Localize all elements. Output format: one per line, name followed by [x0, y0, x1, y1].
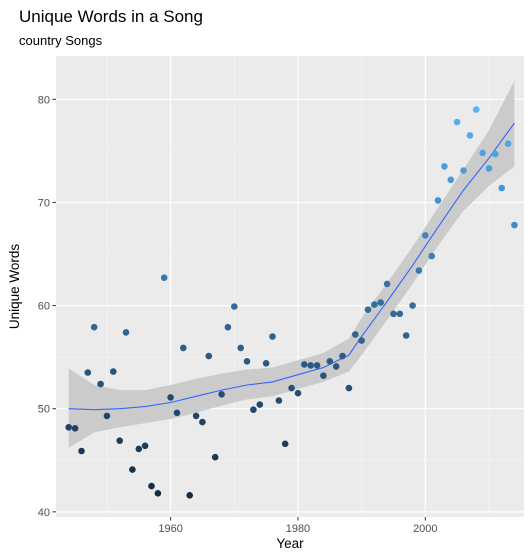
data-point [231, 303, 238, 310]
data-point [97, 380, 104, 388]
data-point [135, 445, 143, 453]
data-point [192, 412, 200, 420]
data-point [320, 372, 327, 380]
data-point [485, 165, 493, 172]
data-point [371, 301, 378, 308]
data-point [205, 352, 213, 360]
trend-line [68, 122, 515, 411]
data-point [269, 333, 276, 340]
data-point [65, 424, 72, 431]
data-point [307, 362, 315, 369]
trend-line-layer [68, 122, 515, 411]
minor-gridlines [56, 56, 524, 517]
data-point [110, 368, 117, 375]
data-point [160, 274, 168, 282]
data-point [472, 106, 480, 113]
data-point [122, 329, 130, 336]
data-point [84, 369, 92, 376]
chart-title: Unique Words in a Song [19, 7, 203, 26]
data-point [288, 384, 295, 392]
y-axis-title: Unique Words [7, 244, 22, 330]
data-point [256, 401, 264, 408]
confidence-band-layer [68, 80, 515, 448]
data-point [326, 358, 334, 365]
data-point [281, 440, 289, 448]
data-point [141, 442, 149, 450]
data-point [498, 184, 506, 192]
data-point [332, 363, 340, 370]
data-point [250, 406, 257, 414]
y-tick-label: 80 [38, 94, 50, 106]
data-point [415, 267, 423, 274]
data-point [390, 310, 397, 318]
data-point [78, 447, 85, 455]
data-point [154, 490, 162, 497]
chart-subtitle: country Songs [19, 33, 103, 48]
data-point [129, 466, 136, 473]
y-tick-label: 60 [38, 301, 50, 313]
axes: 1960 1980 2000 40 50 60 70 80 [38, 94, 438, 535]
confidence-band [68, 80, 515, 448]
plot-panel [56, 56, 524, 517]
data-point [383, 280, 391, 288]
data-point [211, 453, 219, 461]
data-point [103, 412, 111, 420]
data-point [364, 306, 372, 314]
data-point [173, 409, 181, 417]
data-point [90, 323, 98, 331]
data-point [313, 362, 321, 369]
data-point [218, 391, 225, 398]
data-point [479, 149, 486, 157]
data-point [396, 310, 404, 318]
data-point [447, 176, 455, 184]
data-point [71, 425, 79, 432]
x-tick-label: 1960 [158, 523, 182, 535]
data-point [428, 252, 436, 260]
data-point [116, 437, 123, 445]
x-tick-label: 1980 [286, 523, 310, 535]
data-points [65, 106, 518, 499]
data-point [504, 140, 512, 147]
data-point [275, 397, 283, 404]
data-point [186, 492, 193, 499]
data-point [294, 389, 302, 397]
data-point [511, 221, 518, 229]
data-point [262, 360, 270, 367]
data-point [180, 344, 187, 352]
y-tick-label: 40 [38, 507, 50, 519]
data-point [167, 394, 174, 401]
x-axis-title: Year [276, 536, 304, 551]
data-point [243, 358, 251, 365]
data-point [402, 332, 410, 339]
data-point [441, 163, 448, 170]
data-point [339, 352, 346, 360]
data-point [492, 150, 499, 158]
data-point [460, 167, 467, 174]
data-point [352, 331, 359, 338]
y-tick-label: 70 [38, 197, 50, 209]
x-tick-label: 2000 [413, 523, 437, 535]
data-point [237, 344, 244, 352]
data-point [345, 384, 353, 392]
data-point [409, 302, 416, 309]
data-point [358, 337, 365, 344]
data-point [224, 323, 232, 331]
y-tick-label: 50 [38, 404, 50, 416]
data-point [466, 132, 474, 139]
data-point [422, 232, 429, 239]
data-point [199, 418, 206, 426]
data-point [301, 361, 308, 368]
data-point [377, 299, 385, 306]
data-point [453, 118, 461, 126]
data-point [434, 197, 442, 204]
data-point [148, 482, 155, 490]
